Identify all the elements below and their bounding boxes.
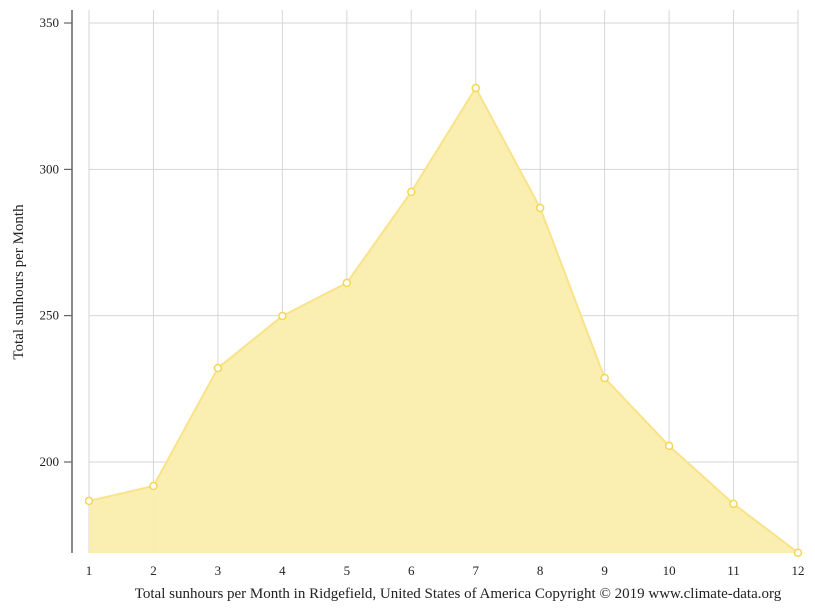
y-tick-label: 350	[40, 15, 60, 30]
x-tick-label: 9	[601, 563, 608, 578]
x-tick-label: 4	[279, 563, 286, 578]
data-point-marker[interactable]	[729, 499, 738, 509]
data-point-marker[interactable]	[664, 441, 674, 451]
data-point-marker[interactable]	[84, 496, 94, 506]
data-point-marker[interactable]	[793, 548, 803, 557]
x-tick-label: 6	[408, 563, 415, 578]
data-point-marker[interactable]	[278, 311, 287, 321]
data-point-marker[interactable]	[149, 481, 158, 491]
x-tick-label: 11	[727, 563, 740, 578]
data-point-marker[interactable]	[342, 278, 352, 288]
x-tick-label: 12	[792, 563, 805, 578]
data-point-marker[interactable]	[407, 187, 416, 197]
data-point-marker[interactable]	[213, 363, 223, 373]
data-point-marker[interactable]	[471, 83, 480, 93]
x-tick-label: 3	[215, 563, 222, 578]
y-tick-label: 250	[40, 308, 60, 323]
x-tick-label: 5	[344, 563, 351, 578]
data-point-marker[interactable]	[600, 373, 609, 383]
x-tick-label: 1	[86, 563, 93, 578]
y-axis-label: Total sunhours per Month	[11, 204, 27, 360]
x-tick-label: 7	[472, 563, 479, 578]
y-tick-label: 300	[40, 161, 60, 176]
x-tick-label: 8	[537, 563, 544, 578]
x-axis-label: Total sunhours per Month in Ridgefield, …	[135, 586, 782, 602]
x-tick-label: 10	[663, 563, 676, 578]
x-tick-label: 2	[150, 563, 157, 578]
data-area	[84, 83, 803, 557]
data-point-marker[interactable]	[535, 203, 545, 213]
y-tick-label: 200	[40, 454, 60, 469]
